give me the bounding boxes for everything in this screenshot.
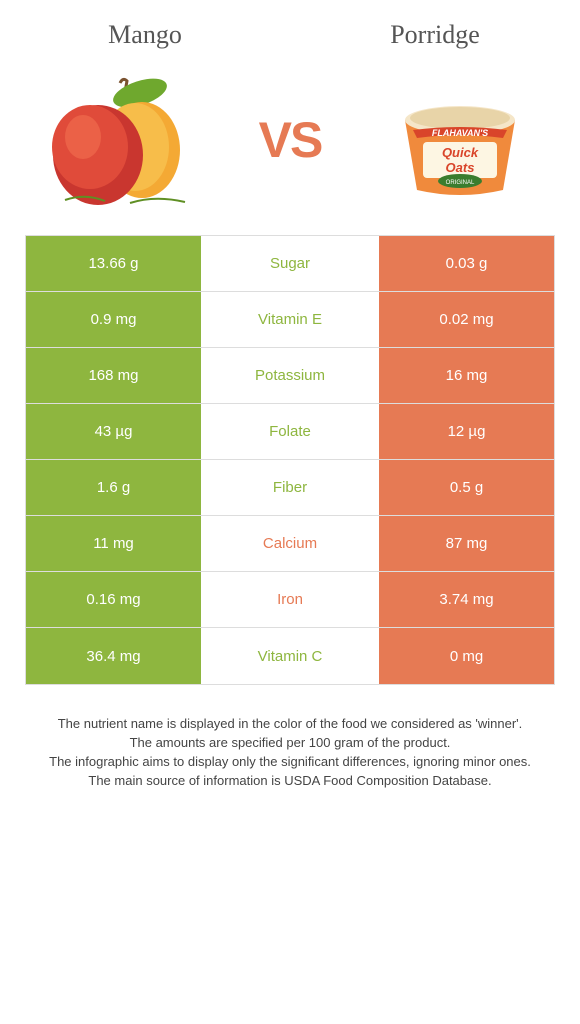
value-left: 0.9 mg: [26, 292, 201, 347]
nutrient-label: Potassium: [201, 348, 379, 403]
value-right: 12 µg: [379, 404, 554, 459]
value-right: 0.02 mg: [379, 292, 554, 347]
table-row: 0.16 mgIron3.74 mg: [26, 572, 554, 628]
table-row: 11 mgCalcium87 mg: [26, 516, 554, 572]
svg-text:Quick: Quick: [442, 145, 479, 160]
footer-line-1: The nutrient name is displayed in the co…: [25, 715, 555, 734]
nutrient-label: Fiber: [201, 460, 379, 515]
value-right: 87 mg: [379, 516, 554, 571]
svg-text:FLAHAVAN'S: FLAHAVAN'S: [432, 128, 488, 138]
nutrient-label: Folate: [201, 404, 379, 459]
value-left: 1.6 g: [26, 460, 201, 515]
value-left: 0.16 mg: [26, 572, 201, 627]
title-porridge: Porridge: [290, 20, 580, 50]
nutrient-table: 13.66 gSugar0.03 g0.9 mgVitamin E0.02 mg…: [25, 235, 555, 685]
table-row: 168 mgPotassium16 mg: [26, 348, 554, 404]
images-row: VS FLAHAVAN'S Quick Oats ORIGINAL: [0, 60, 580, 235]
value-left: 43 µg: [26, 404, 201, 459]
svg-text:ORIGINAL: ORIGINAL: [446, 180, 475, 186]
svg-text:Oats: Oats: [446, 160, 475, 175]
value-right: 16 mg: [379, 348, 554, 403]
table-row: 43 µgFolate12 µg: [26, 404, 554, 460]
table-row: 36.4 mgVitamin C0 mg: [26, 628, 554, 684]
value-right: 3.74 mg: [379, 572, 554, 627]
value-right: 0.03 g: [379, 236, 554, 291]
vs-label: VS: [259, 111, 322, 169]
nutrient-label: Calcium: [201, 516, 379, 571]
nutrient-label: Sugar: [201, 236, 379, 291]
value-left: 11 mg: [26, 516, 201, 571]
header: Mango Porridge: [0, 0, 580, 60]
footer-line-2: The amounts are specified per 100 gram o…: [25, 734, 555, 753]
nutrient-label: Vitamin C: [201, 628, 379, 684]
porridge-image: FLAHAVAN'S Quick Oats ORIGINAL: [370, 70, 550, 210]
value-right: 0.5 g: [379, 460, 554, 515]
value-left: 13.66 g: [26, 236, 201, 291]
mango-image: [30, 70, 210, 210]
table-row: 0.9 mgVitamin E0.02 mg: [26, 292, 554, 348]
footer-notes: The nutrient name is displayed in the co…: [0, 685, 580, 790]
value-left: 168 mg: [26, 348, 201, 403]
nutrient-label: Vitamin E: [201, 292, 379, 347]
table-row: 13.66 gSugar0.03 g: [26, 236, 554, 292]
footer-line-3: The infographic aims to display only the…: [25, 753, 555, 772]
nutrient-label: Iron: [201, 572, 379, 627]
value-left: 36.4 mg: [26, 628, 201, 684]
table-row: 1.6 gFiber0.5 g: [26, 460, 554, 516]
footer-line-4: The main source of information is USDA F…: [25, 772, 555, 791]
value-right: 0 mg: [379, 628, 554, 684]
title-mango: Mango: [0, 20, 290, 50]
